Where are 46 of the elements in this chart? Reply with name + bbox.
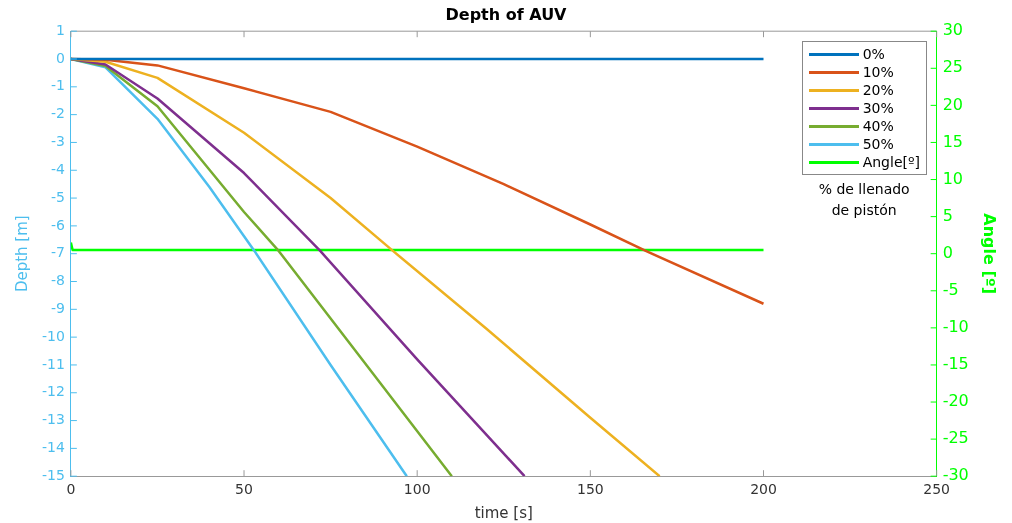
legend-label: Angle[º] [862,154,921,171]
y-tick-label: -3 [50,133,65,150]
y-axis-title: Depth [m] [12,215,31,293]
y-tick-label: -10 [41,327,65,344]
legend-label: 50% [862,136,894,153]
x-tick-label: 200 [750,481,777,498]
y2-axis-title: Angle [º] [980,213,1000,295]
y-tick-label: -4 [50,160,65,177]
x-tick-label: 150 [576,481,604,498]
y-tick-label: 0 [55,49,65,66]
x-axis-title: time [s] [474,503,533,522]
y2-tick-label: -10 [942,317,969,337]
y-tick-label: -14 [41,439,65,456]
y-tick-label: -15 [41,466,65,483]
legend-label: 10% [862,64,894,81]
x-tick-label: 100 [403,481,431,498]
y-tick-label: -7 [50,244,65,261]
y2-tick-label: 20 [942,94,964,114]
y2-tick-label: -5 [942,279,959,299]
y2-tick-label: 30 [942,20,964,40]
y-tick-label: -8 [50,272,65,289]
y2-tick-label: 10 [942,168,964,188]
y-tick-label: -5 [50,188,65,205]
y2-tick-label: 5 [942,205,953,225]
legend-label: 30% [862,100,894,117]
legend-label: 0% [862,46,885,63]
legend-title: % de llenado de pistón [817,180,911,221]
x-tick-label: 50 [235,481,253,498]
y-tick-label: -6 [50,216,65,233]
y-tick-label: -1 [50,77,65,94]
y-tick-label: -2 [50,105,65,122]
y-tick-label: -11 [41,355,65,372]
y-tick-label: -9 [50,299,65,316]
y2-tick-label: -25 [942,428,969,448]
y2-tick-label: -20 [942,391,969,411]
y-tick-label: -13 [41,411,65,428]
legend-label: 40% [862,118,894,135]
y2-tick-label: 0 [942,242,953,262]
y2-tick-label: 25 [942,57,964,77]
chart-title: Depth of AUV [445,4,568,24]
y-tick-label: -12 [41,383,65,400]
legend-label: 20% [862,82,894,99]
x-tick-label: 0 [66,481,76,498]
y2-tick-label: 15 [942,131,964,151]
y-tick-label: 1 [55,21,65,38]
y2-tick-label: -15 [942,354,969,374]
